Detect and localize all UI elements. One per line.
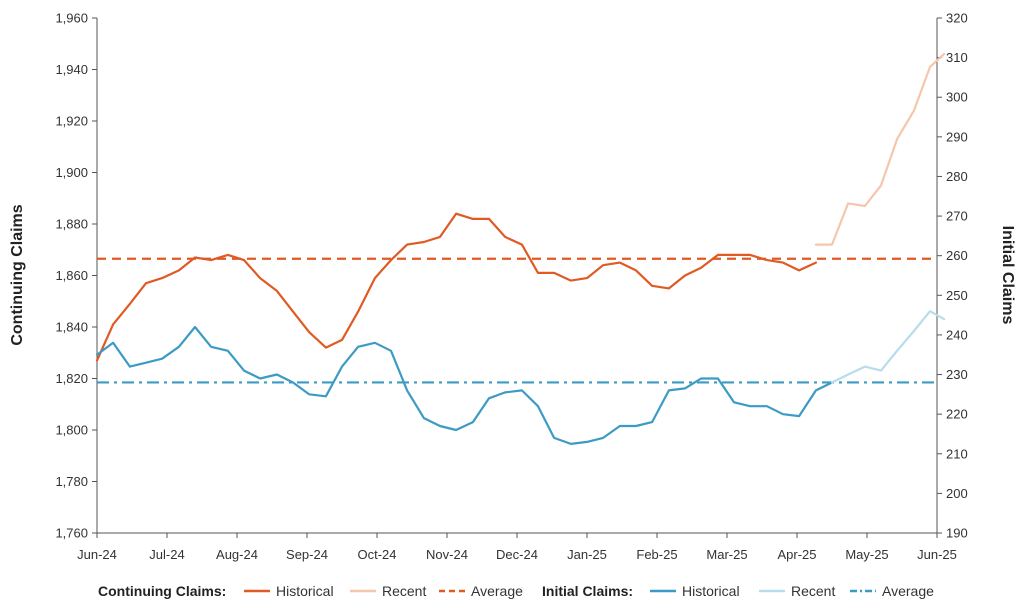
x-tick-label: May-25 [845,547,888,562]
left-tick-label: 1,880 [55,217,88,232]
left-tick-label: 1,760 [55,526,88,541]
legend-group-title: Initial Claims: [542,583,633,599]
axes [92,17,942,538]
x-tick-label: Feb-25 [636,547,677,562]
legend-group-title: Continuing Claims: [98,583,226,599]
left-axis-title: Continuing Claims [9,204,26,345]
right-axis-title: Initial Claims [999,226,1016,325]
x-tick-label: Nov-24 [426,547,468,562]
x-tick-label: Jan-25 [567,547,607,562]
left-tick-label: 1,840 [55,320,88,335]
right-tick-label: 310 [946,50,968,65]
right-tick-label: 280 [946,169,968,184]
right-tick-label: 240 [946,327,968,342]
x-tick-label: Oct-24 [357,547,396,562]
continuing-claims-historical-line [95,212,818,362]
x-tick-label: Jun-24 [77,547,117,562]
continuing-claims-recent-line [814,52,946,246]
legend-continuing-average-label: Average [471,583,523,599]
left-tick-label: 1,820 [55,371,88,386]
left-tick-label: 1,780 [55,474,88,489]
tick-labels: Jun-24 Jul-24 Aug-24 Sep-24 Oct-24 Nov-24 Dec-… [55,11,967,563]
legend-continuing-recent-label: Recent [382,583,426,599]
right-tick-label: 200 [946,486,968,501]
average-lines [97,257,937,384]
left-tick-label: 1,800 [55,423,88,438]
x-tick-label: Jun-25 [917,547,957,562]
legend-initial-recent-label: Recent [791,583,835,599]
right-tick-label: 230 [946,367,968,382]
right-tick-label: 290 [946,129,968,144]
left-tick-label: 1,900 [55,165,88,180]
legend-initial-average-label: Average [882,583,934,599]
x-tick-label: Aug-24 [216,547,258,562]
right-tick-label: 320 [946,11,968,26]
left-tick-label: 1,860 [55,268,88,283]
right-tick-label: 260 [946,248,968,263]
initial-claims-recent-line [830,310,946,384]
x-tick-label: Jul-24 [149,547,184,562]
right-tick-label: 300 [946,90,968,105]
x-tick-label: Mar-25 [706,547,747,562]
legend: Continuing Claims: Historical Recent Averag… [98,583,934,599]
right-tick-label: 250 [946,288,968,303]
series-lines [95,52,946,445]
right-tick-label: 190 [946,526,968,541]
right-tick-label: 210 [946,446,968,461]
right-tick-label: 270 [946,209,968,224]
left-tick-label: 1,920 [55,114,88,129]
right-tick-label: 220 [946,407,968,422]
left-tick-label: 1,940 [55,62,88,77]
legend-initial-historical-label: Historical [682,583,740,599]
x-tick-label: Apr-25 [777,547,816,562]
x-tick-label: Sep-24 [286,547,328,562]
left-tick-label: 1,960 [55,11,88,26]
initial-claims-historical-line [95,325,834,445]
x-tick-label: Dec-24 [496,547,538,562]
legend-continuing-historical-label: Historical [276,583,334,599]
